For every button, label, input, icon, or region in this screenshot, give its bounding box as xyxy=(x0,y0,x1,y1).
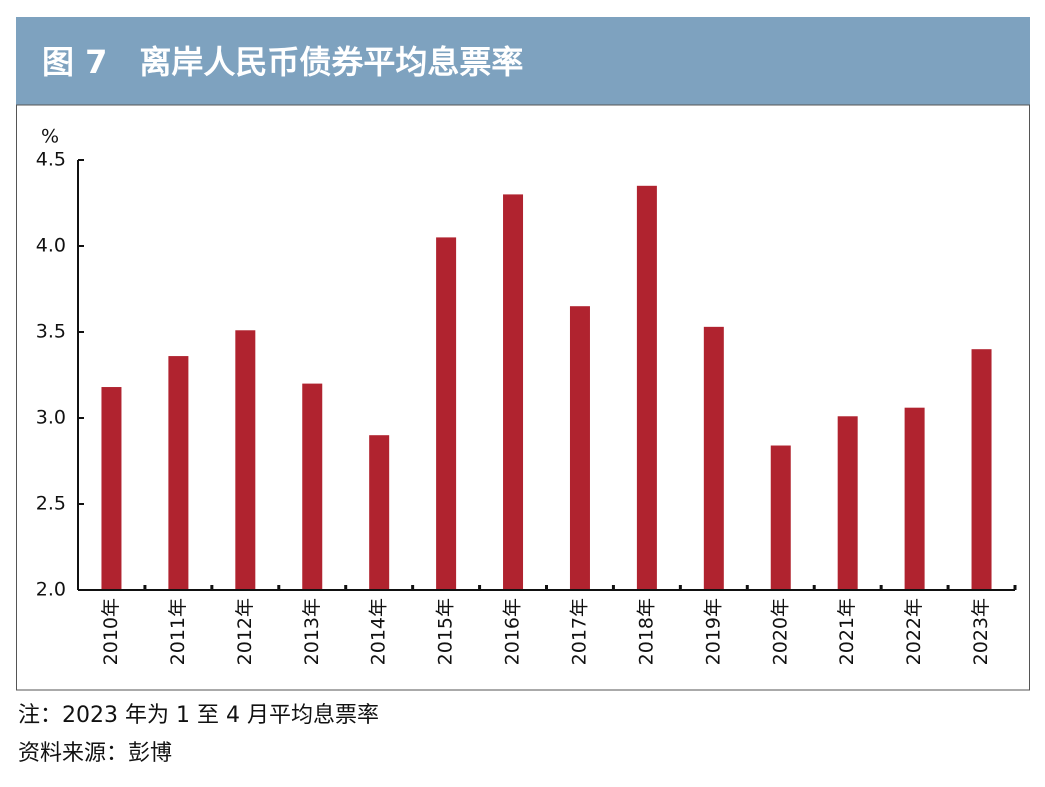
x-tick-label: 2011年 xyxy=(167,598,189,665)
x-tick-label: 2013年 xyxy=(301,598,323,665)
chart-title: 图 7 离岸人民币债券平均息票率 xyxy=(42,43,523,81)
bar xyxy=(101,387,122,590)
bar xyxy=(168,356,189,590)
bar xyxy=(636,185,657,591)
y-unit: % xyxy=(41,126,59,148)
bar xyxy=(302,383,323,590)
bar xyxy=(703,326,724,590)
note: 注：2023 年为 1 至 4 月平均息票率 xyxy=(18,703,379,728)
bar xyxy=(503,194,524,590)
x-tick-label: 2023年 xyxy=(970,598,992,665)
bar xyxy=(569,306,590,590)
x-tick-label: 2010年 xyxy=(100,598,122,665)
y-tick-label: 3.5 xyxy=(36,321,66,343)
x-tick-label: 2018年 xyxy=(635,598,657,665)
bar xyxy=(837,416,858,590)
y-tick-label: 4.0 xyxy=(36,235,66,257)
x-tick-label: 2019年 xyxy=(702,598,724,665)
y-tick-label: 2.0 xyxy=(36,579,66,601)
x-tick-label: 2012年 xyxy=(234,598,256,665)
source: 资料来源：彭博 xyxy=(18,741,172,766)
bar xyxy=(436,237,457,590)
bar xyxy=(770,445,791,590)
x-tick-label: 2022年 xyxy=(903,598,925,665)
x-tick-label: 2016年 xyxy=(502,598,524,665)
bar xyxy=(235,330,256,590)
x-tick-label: 2015年 xyxy=(435,598,457,665)
y-tick-label: 4.5 xyxy=(36,149,66,171)
bar xyxy=(971,349,992,590)
chart-frame xyxy=(16,104,1030,691)
x-tick-label: 2014年 xyxy=(368,598,390,665)
x-tick-label: 2021年 xyxy=(836,598,858,665)
y-tick-label: 3.0 xyxy=(36,407,66,429)
title-band xyxy=(16,17,1030,105)
x-tick-label: 2020年 xyxy=(769,598,791,665)
bar xyxy=(904,407,925,590)
y-tick-label: 2.5 xyxy=(36,493,66,515)
x-tick-label: 2017年 xyxy=(568,598,590,665)
bar xyxy=(369,435,390,590)
